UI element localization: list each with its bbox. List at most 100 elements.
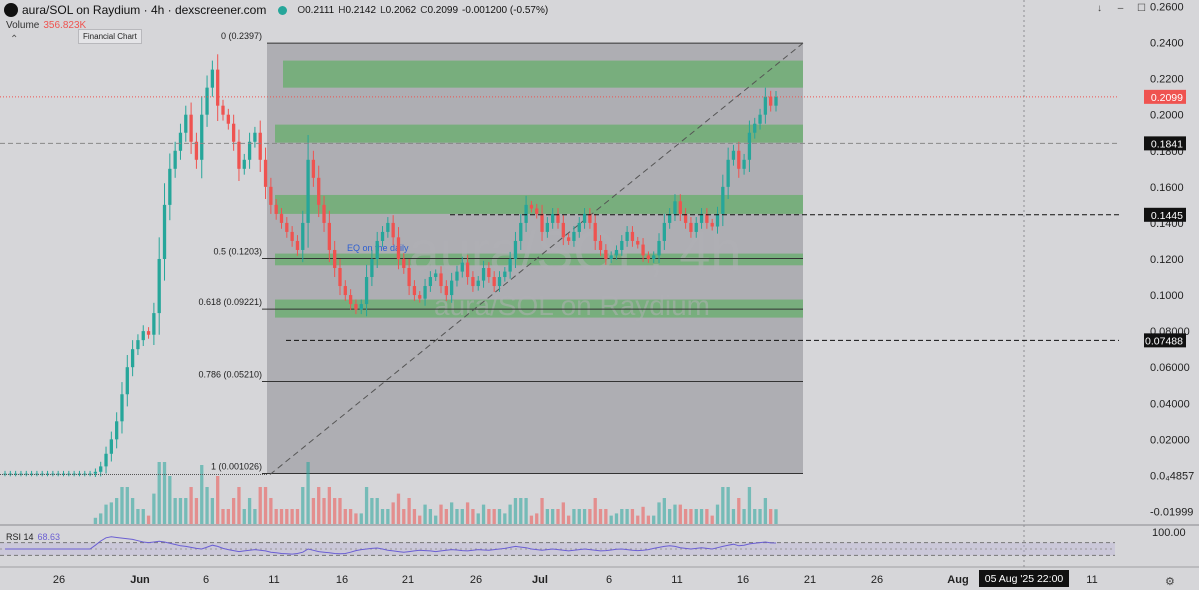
rsi-label: RSI 14 (6, 532, 34, 542)
volume-bar (715, 504, 720, 524)
candle-body (290, 231, 294, 241)
candle-body (184, 114, 188, 133)
supply-demand-zone (275, 124, 803, 143)
volume-bar (620, 509, 624, 524)
move-down-icon[interactable]: ↓ (1097, 3, 1102, 14)
pane-controls: ↓ – ☐ (1094, 3, 1147, 14)
volume-bar (173, 498, 177, 524)
chart-tooltip: Financial Chart (78, 29, 142, 44)
crosshair-time-label: 05 Aug '25 22:00 (985, 573, 1064, 585)
candle-body (120, 394, 124, 422)
candle-body (45, 473, 50, 475)
y-tick-label: 0.2200 (1150, 74, 1184, 86)
volume-bar (274, 509, 278, 524)
crosshair-time-badge (979, 570, 1069, 587)
volume-bar (152, 493, 156, 524)
x-tick-label: 16 (737, 574, 749, 586)
volume-bar (370, 498, 374, 524)
volume-bar (524, 498, 528, 524)
volume-bar (391, 502, 395, 524)
candle-body (471, 277, 475, 287)
candle-body (630, 231, 635, 241)
candle-body (295, 240, 300, 250)
candle-body (104, 453, 108, 467)
candle-body (710, 222, 714, 227)
volume-bar (115, 498, 119, 524)
volume-bar (247, 498, 252, 524)
candle-body (742, 159, 746, 169)
candle-body (556, 213, 560, 223)
candle-body (551, 213, 555, 223)
x-tick-label: 11 (268, 574, 279, 586)
trend-line (269, 42, 804, 475)
volume-bar (535, 513, 539, 524)
candle-body (641, 244, 645, 256)
candle-body (391, 222, 395, 238)
x-tick-label: 21 (402, 574, 414, 586)
fib-level-label: 0.5 (0.1203) (213, 246, 262, 256)
volume-bar (194, 498, 199, 524)
volume-bar (306, 462, 310, 524)
volume-bar (513, 498, 518, 524)
candle-body (535, 208, 539, 214)
volume-bar (290, 509, 294, 524)
y-tick-label: 0.2600 (1150, 1, 1184, 13)
candle-body (242, 159, 246, 169)
candle-body (285, 222, 289, 232)
volume-bar (497, 509, 502, 524)
rsi-line (5, 536, 777, 555)
candle-body (359, 304, 363, 310)
candle-body (439, 273, 443, 287)
volume-bar (668, 509, 672, 524)
minimize-icon[interactable]: – (1117, 3, 1124, 14)
candle-body (598, 240, 603, 250)
volume-bar (136, 509, 140, 524)
collapse-legend-icon[interactable]: ⌃ (10, 34, 19, 45)
candle-body (726, 159, 730, 187)
ohlc-open: O0.2111 (297, 4, 335, 16)
x-tick-label: 21 (804, 574, 816, 586)
token-logo-icon (4, 3, 18, 17)
candle-body (93, 471, 98, 474)
volume-bar (726, 487, 730, 524)
candle-body (513, 240, 518, 259)
volume-bar (609, 515, 613, 524)
candle-body (481, 268, 486, 281)
volume-bar (769, 509, 773, 524)
candle-body (545, 222, 550, 232)
candle-body (508, 258, 512, 272)
settings-icon[interactable]: ⚙ (1165, 576, 1175, 588)
volume-bar (636, 515, 640, 524)
candle-body (449, 280, 454, 296)
candle-body (476, 280, 480, 287)
y-tick-label: 0.2400 (1150, 38, 1184, 50)
watermark-sub: aura/SOL on Raydium (434, 290, 710, 321)
pair-title: aura/SOL on Raydium · 4h · dexscreener.c… (22, 3, 267, 17)
volume-bar (327, 487, 332, 524)
candle-body (168, 168, 172, 205)
candle-body (418, 295, 422, 299)
candle-body (269, 186, 273, 205)
candle-body (173, 150, 177, 169)
volume-bar (439, 504, 443, 524)
volume-bar (146, 515, 151, 524)
candle-body (407, 268, 411, 287)
rsi-value: 68.63 (37, 532, 61, 542)
candle-body (769, 96, 773, 106)
candle-body (301, 222, 305, 250)
y-tick-label: -0.01999 (1150, 506, 1193, 518)
volume-bar (742, 509, 746, 524)
rsi-legend: RSI 14 68.63 (6, 532, 60, 542)
maximize-icon[interactable]: ☐ (1137, 3, 1146, 14)
price-badge (1144, 136, 1186, 151)
candle-body (205, 87, 209, 115)
volume-bar (375, 498, 379, 524)
candle-body (519, 222, 523, 241)
volume-bar (386, 509, 390, 524)
candle-body (402, 258, 406, 269)
x-tick-label: 26 (871, 574, 883, 586)
volume-bar (396, 493, 401, 524)
candle-body (99, 466, 103, 472)
volume-bar (721, 487, 725, 524)
